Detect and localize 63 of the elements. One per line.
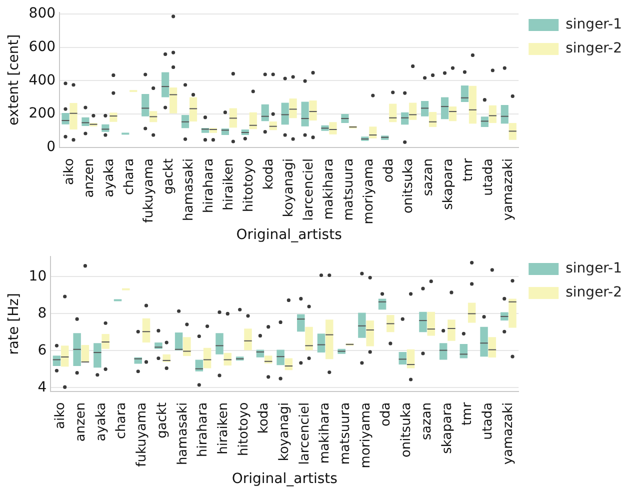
x-tick-label: moriyama	[358, 402, 374, 468]
x-tick-label: ayaka	[94, 402, 109, 442]
x-tick-label: makihara	[321, 158, 336, 220]
x-tick-label: hiraiken	[222, 158, 237, 210]
y-axis-title: extent [cent]	[6, 34, 22, 126]
y-tick-label: 6	[38, 342, 47, 358]
x-tick-label: sazan	[419, 402, 434, 440]
x-tick-label: tmr	[461, 158, 476, 182]
x-tick-label: ayaka	[102, 158, 117, 198]
x-tick-label: yamazaki	[501, 158, 516, 221]
x-tick-label: gackt	[162, 158, 177, 194]
x-tick-label: larcenciel	[301, 158, 316, 221]
y-tick-label: 0	[46, 138, 56, 155]
y-tick-label: 10	[28, 268, 47, 284]
x-tick-label: onitsuka	[399, 402, 414, 458]
x-tick-label: skapara	[440, 402, 455, 454]
x-tick-label: moriyama	[361, 158, 376, 224]
y-tick-label: 600	[28, 39, 56, 56]
x-tick-label: anzen	[82, 158, 97, 198]
x-tick-label: hirahara	[202, 158, 217, 214]
x-tick-label: utada	[481, 158, 496, 196]
x-tick-label: skapara	[441, 158, 456, 210]
x-tick-label: onitsuka	[401, 158, 416, 214]
x-tick-label: oda	[378, 402, 394, 427]
legend-label: singer-2	[566, 284, 622, 301]
x-tick-label: fukuyama	[134, 402, 150, 467]
x-axis-title: Original_artists	[236, 227, 342, 244]
x-tick-label: koyanagi	[281, 158, 296, 218]
x-tick-label: tmr	[460, 402, 476, 426]
x-tick-label: matsuura	[338, 402, 354, 465]
x-tick-label: matsuura	[341, 158, 356, 221]
x-tick-label: larcenciel	[297, 402, 312, 465]
x-tick-label: aiko	[53, 402, 68, 429]
x-tick-label: yamazaki	[500, 402, 516, 465]
x-tick-label: oda	[381, 158, 396, 183]
x-tick-label: hamasaki	[182, 158, 197, 222]
x-tick-label: hitotoyo	[236, 402, 252, 456]
legend-label: singer-2	[566, 40, 622, 57]
x-tick-label: koda	[256, 402, 272, 434]
x-tick-label: koyanagi	[276, 402, 292, 462]
x-tick-label: koda	[261, 158, 276, 190]
y-tick-label: 4	[38, 379, 47, 396]
x-tick-label: hiraiken	[216, 402, 231, 454]
x-tick-label: chara	[114, 402, 130, 440]
y-tick-label: 400	[28, 72, 56, 88]
x-tick-label: hirahara	[196, 402, 211, 458]
x-tick-label: anzen	[74, 402, 89, 442]
x-axis-title: Original_artists	[232, 471, 338, 488]
legend-label: singer-1	[566, 260, 622, 277]
y-tick-label: 8	[38, 305, 47, 322]
x-tick-label: aiko	[62, 158, 77, 185]
y-axis-title: rate [Hz]	[6, 293, 22, 355]
y-tick-label: 800	[28, 6, 56, 22]
x-tick-label: hitotoyo	[242, 158, 257, 212]
x-tick-label: sazan	[421, 158, 436, 196]
x-tick-label: hamasaki	[175, 402, 190, 466]
y-tick-label: 200	[28, 106, 56, 122]
x-tick-label: chara	[122, 158, 137, 196]
x-tick-label: makihara	[318, 402, 333, 464]
x-tick-label: fukuyama	[142, 158, 157, 223]
x-tick-label: utada	[480, 402, 496, 440]
x-tick-label: gackt	[154, 402, 170, 438]
legend-label: singer-1	[566, 16, 622, 33]
